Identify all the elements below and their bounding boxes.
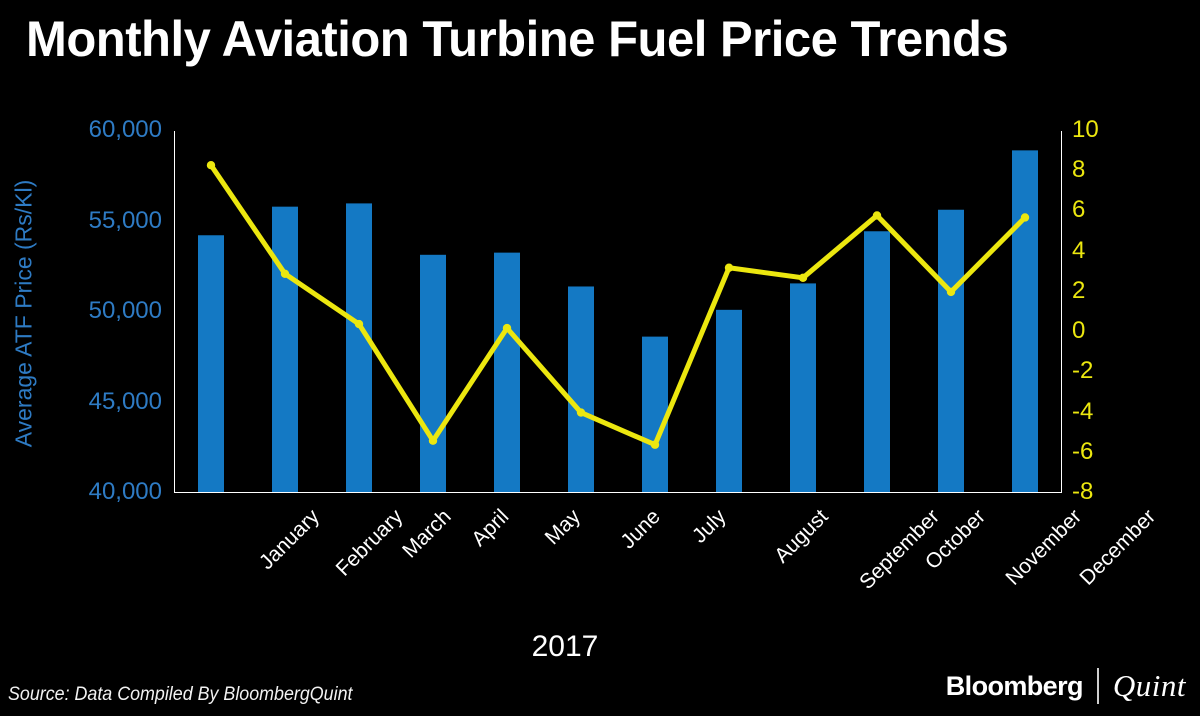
price-change-line	[208, 162, 1028, 448]
bar-series	[198, 150, 1038, 493]
logo-quint-text: Quint	[1112, 668, 1186, 703]
line-marker-april	[428, 436, 438, 445]
left-tick-label-50000: 50,000	[88, 297, 162, 324]
x-tick-label-january: January	[254, 505, 324, 575]
right-tick-label-neg2: -2	[1072, 357, 1094, 385]
line-series	[206, 160, 1030, 449]
line-marker-february	[280, 269, 290, 278]
left-tick-label-45000: 45,000	[88, 387, 162, 415]
right-tick-label-neg8: -8	[1072, 478, 1094, 505]
right-tick-label-2: 2	[1072, 276, 1086, 304]
bar-march	[346, 203, 372, 493]
bar-december	[1012, 150, 1038, 493]
line-marker-march	[354, 319, 364, 329]
source-note: Source: Data Compiled By BloombergQuint	[8, 684, 353, 705]
x-tick-label-may: May	[540, 505, 585, 550]
plot-svg	[174, 131, 1062, 493]
x-tick-label-december: December	[1075, 505, 1161, 590]
x-tick-label-march: March	[398, 505, 456, 563]
line-marker-january	[206, 160, 216, 170]
plot-area	[174, 131, 1062, 493]
bar-november	[938, 209, 964, 493]
x-tick-label-june: June	[616, 505, 665, 554]
bar-april	[420, 254, 446, 493]
line-marker-august	[724, 263, 734, 272]
axis-lines	[174, 131, 1062, 493]
bar-may	[494, 252, 520, 493]
right-tick-label-6: 6	[1072, 196, 1086, 224]
left-tick-label-55000: 55,000	[88, 206, 162, 234]
line-marker-september	[798, 273, 808, 283]
left-tick-label-60000: 60,000	[88, 116, 162, 143]
bar-september	[790, 283, 816, 493]
right-tick-label-neg6: -6	[1072, 437, 1094, 465]
logo-divider	[1096, 668, 1099, 704]
x-tick-label-february: February	[331, 505, 408, 581]
right-tick-label-4: 4	[1072, 236, 1086, 264]
line-marker-december	[1020, 213, 1030, 222]
right-tick-label-8: 8	[1072, 156, 1086, 184]
left-tick-label-40000: 40,000	[88, 478, 162, 505]
logo-bloomberg-text: Bloomberg	[945, 670, 1084, 701]
x-axis-label: 2017	[531, 630, 599, 663]
bar-july	[642, 336, 668, 493]
right-tick-label-10: 10	[1072, 116, 1099, 143]
bar-february	[272, 206, 298, 493]
bar-january	[198, 235, 224, 493]
x-tick-label-november: November	[1001, 505, 1087, 590]
x-tick-label-april: April	[467, 505, 514, 551]
line-marker-june	[576, 408, 586, 417]
line-marker-october	[872, 211, 882, 220]
line-marker-july	[650, 440, 660, 449]
right-tick-label-neg4: -4	[1072, 397, 1094, 425]
bar-june	[568, 286, 594, 493]
x-tick-label-august: August	[770, 505, 833, 568]
bar-august	[716, 309, 742, 493]
line-marker-november	[946, 287, 956, 297]
line-marker-may	[502, 323, 512, 333]
bar-october	[864, 231, 890, 493]
bloombergquint-logo: Bloomberg Quint	[946, 668, 1186, 704]
x-tick-label-july: July	[687, 505, 731, 548]
page-title: Monthly Aviation Turbine Fuel Price Tren…	[26, 11, 1009, 67]
right-tick-label-0: 0	[1072, 317, 1086, 345]
